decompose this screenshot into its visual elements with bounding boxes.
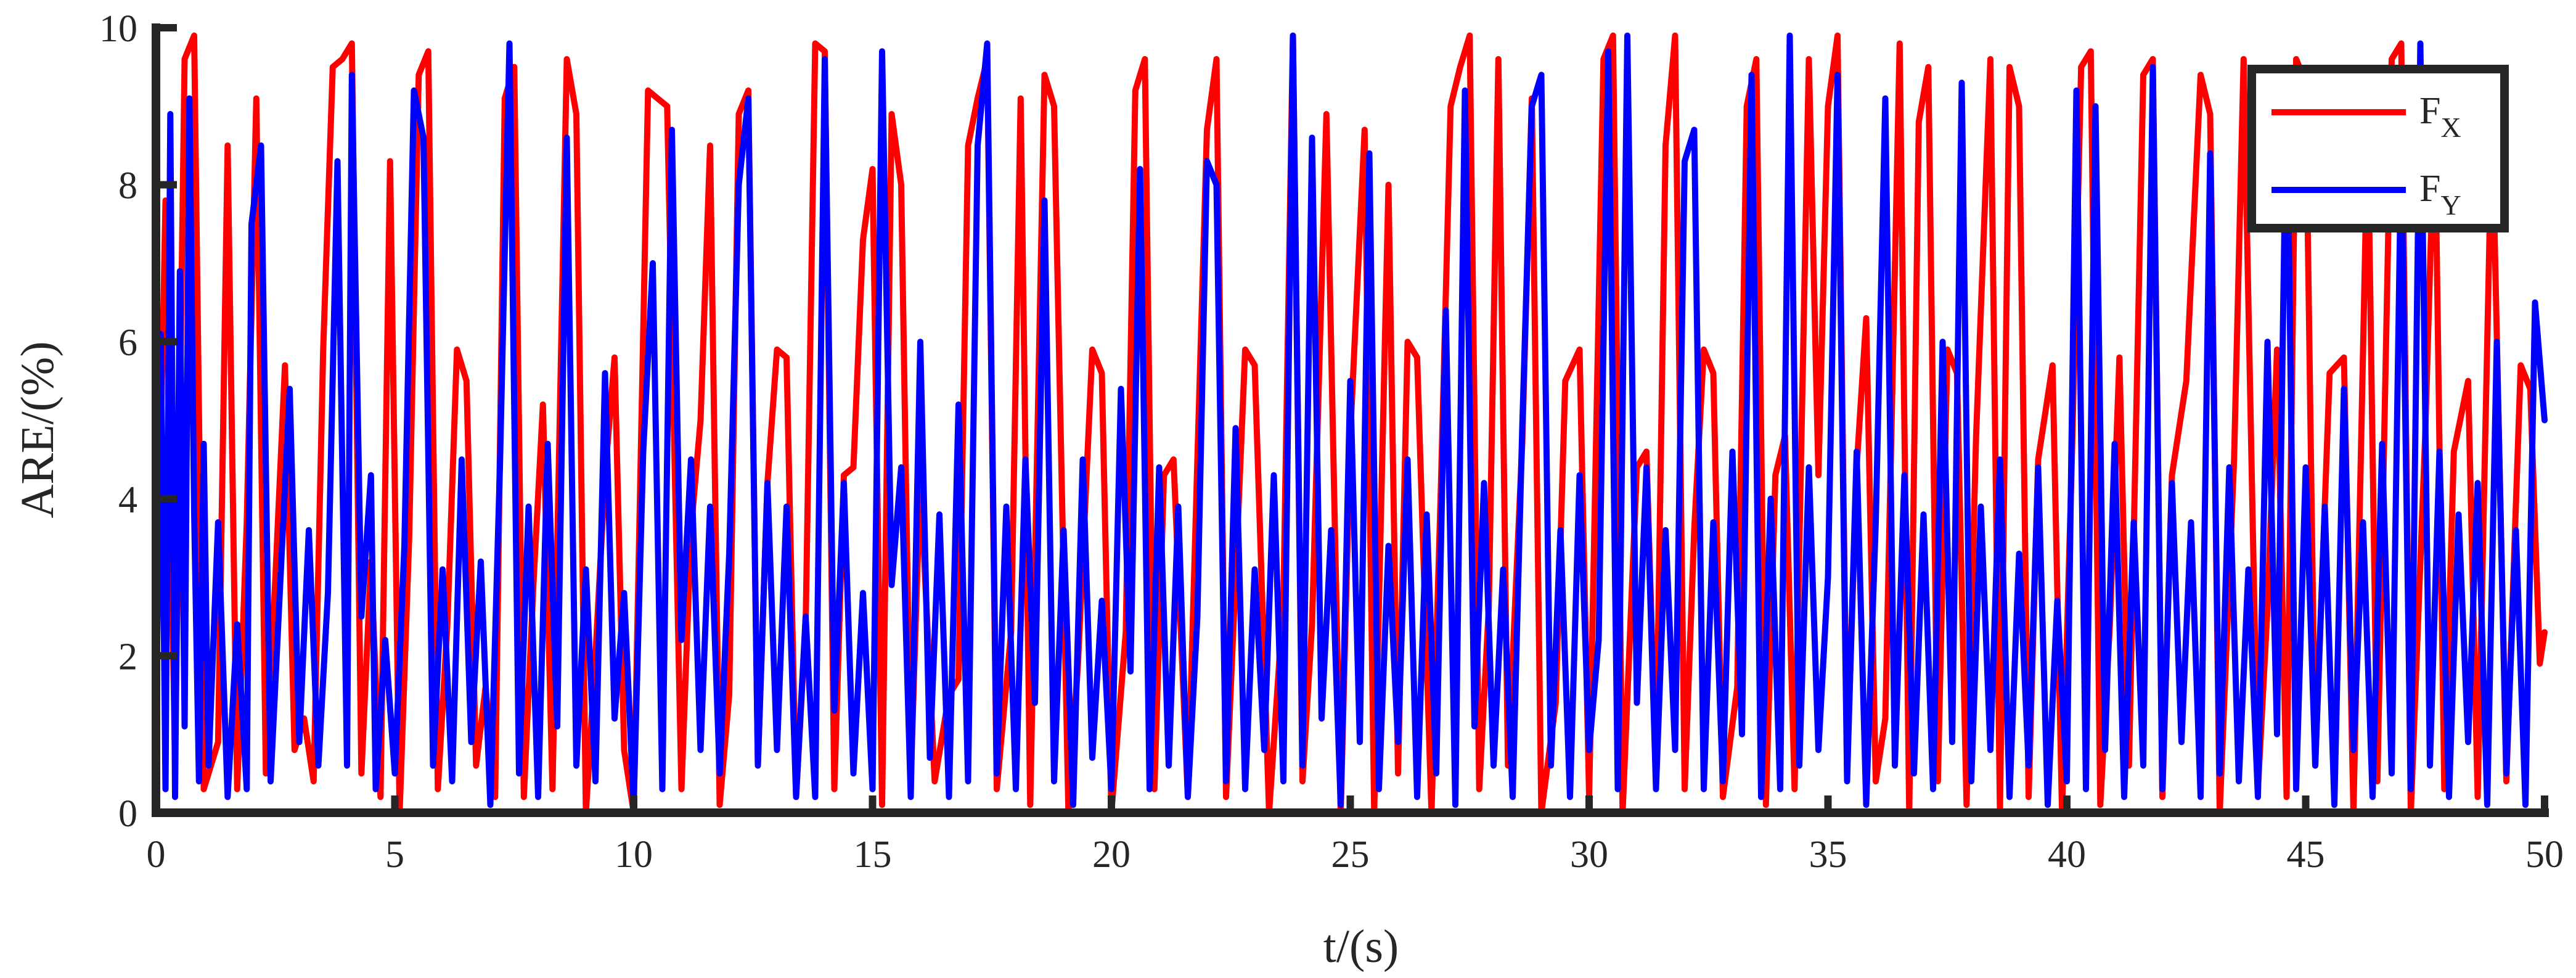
- legend: FX FY: [2247, 65, 2509, 232]
- y-tick-label: 4: [118, 479, 137, 521]
- x-tick-label: 10: [615, 834, 653, 876]
- x-tick-label: 40: [2048, 834, 2086, 876]
- legend-label: FY: [2419, 168, 2461, 221]
- x-tick-label: 5: [385, 834, 404, 876]
- legend-label: FX: [2419, 90, 2461, 143]
- x-axis-label: t/(s): [1323, 921, 1399, 972]
- y-tick-label: 2: [118, 636, 137, 678]
- y-tick-label: 8: [118, 165, 137, 207]
- y-tick-label: 0: [118, 793, 137, 835]
- y-axis-label: ARE/(%): [12, 341, 63, 518]
- x-tick-label: 25: [1331, 834, 1370, 876]
- x-tick-label: 45: [2287, 834, 2325, 876]
- x-tick-label: 35: [1809, 834, 1847, 876]
- x-tick-label: 30: [1570, 834, 1608, 876]
- y-tick-label: 10: [99, 8, 137, 50]
- series-line-fx: [153, 32, 2548, 816]
- series-layer: [153, 32, 2548, 816]
- x-tick-label: 20: [1092, 834, 1131, 876]
- x-tick-label: 15: [854, 834, 892, 876]
- x-tick-label: 50: [2525, 834, 2564, 876]
- legend-box: [2247, 65, 2509, 232]
- axes-layer: 0 5 10 15 20 25 30 35 40 45 50 0 2 4 6 8 10: [99, 8, 2564, 876]
- series-line-fy: [153, 32, 2548, 808]
- x-tick-label: 0: [147, 834, 166, 876]
- y-tick-label: 6: [118, 322, 137, 364]
